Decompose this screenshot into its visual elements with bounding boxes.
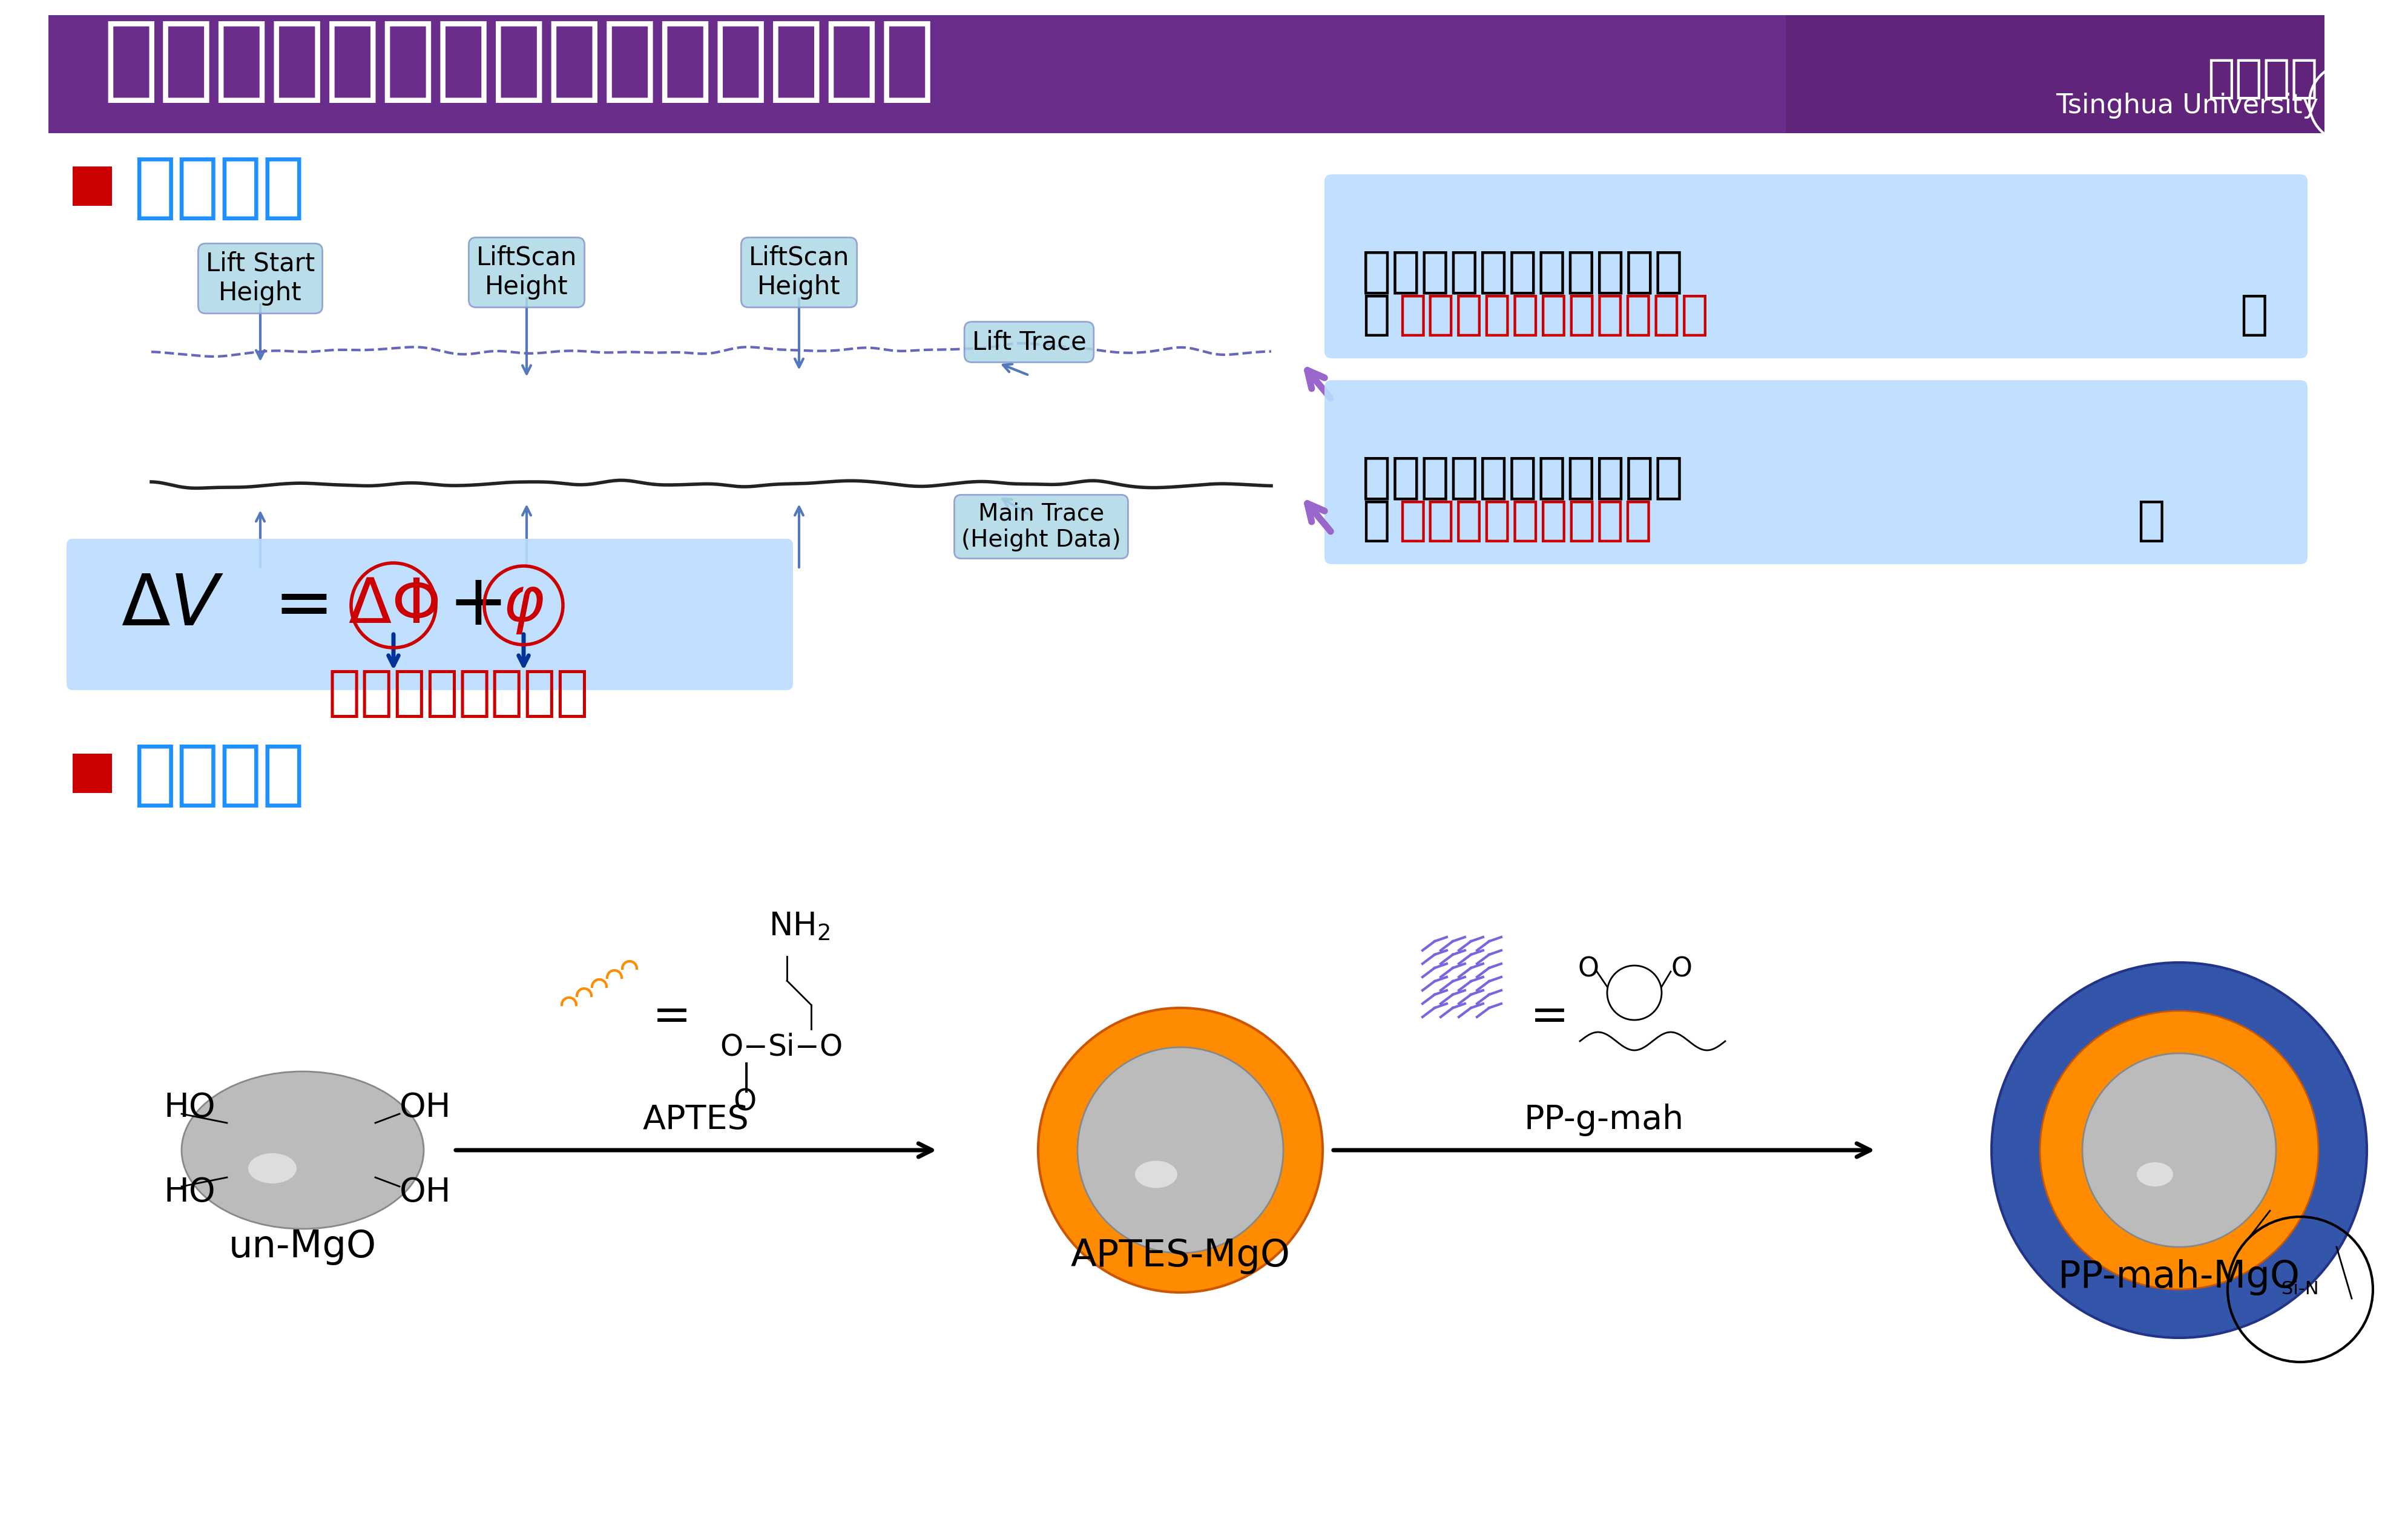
- Text: HO: HO: [165, 1092, 215, 1124]
- Text: APTES-MgO: APTES-MgO: [1071, 1238, 1290, 1274]
- Text: Lift Trace: Lift Trace: [971, 330, 1085, 354]
- Text: 加直流电压注入电荷: 加直流电压注入电荷: [1398, 497, 1653, 544]
- Ellipse shape: [248, 1153, 296, 1183]
- FancyBboxPatch shape: [1324, 380, 2306, 564]
- Text: 第二次扫描获得电势信息: 第二次扫描获得电势信息: [1362, 249, 1684, 296]
- Text: OH: OH: [398, 1092, 451, 1124]
- FancyBboxPatch shape: [72, 166, 112, 206]
- Text: =: =: [1529, 995, 1569, 1040]
- Circle shape: [2039, 1010, 2318, 1289]
- Text: =: =: [653, 995, 692, 1040]
- Ellipse shape: [2137, 1163, 2173, 1186]
- Circle shape: [1991, 962, 2366, 1338]
- Text: $\rm |$: $\rm |$: [742, 1061, 749, 1093]
- Circle shape: [1078, 1047, 1283, 1254]
- FancyBboxPatch shape: [67, 539, 792, 690]
- Text: APTES: APTES: [642, 1104, 749, 1137]
- Text: $\rm O{-}Si{-}O$: $\rm O{-}Si{-}O$: [720, 1033, 842, 1061]
- Text: HO: HO: [165, 1177, 215, 1209]
- Text: OH: OH: [398, 1177, 451, 1209]
- Text: PP-mah-MgO: PP-mah-MgO: [2058, 1260, 2299, 1295]
- Text: 界面微区电荷陷阱特性的原位测试: 界面微区电荷陷阱特性的原位测试: [103, 15, 935, 106]
- Text: PP-g-mah: PP-g-mah: [1524, 1104, 1684, 1137]
- Text: ⊙: ⊙: [2330, 83, 2366, 123]
- Text: 第一次扫描获得形貌信息: 第一次扫描获得形貌信息: [1362, 454, 1684, 502]
- Text: $+$: $+$: [448, 570, 501, 641]
- Text: Si-N: Si-N: [2280, 1281, 2318, 1298]
- Text: $\rm O$: $\rm O$: [1669, 955, 1691, 981]
- Text: 自由电荷: 自由电荷: [458, 667, 589, 719]
- Text: Lift Start
Height: Lift Start Height: [205, 251, 315, 306]
- Text: un-MgO: un-MgO: [229, 1229, 377, 1266]
- Text: ）: ）: [2137, 497, 2166, 544]
- Circle shape: [1037, 1007, 1321, 1292]
- Text: 清华大学: 清华大学: [2206, 57, 2318, 102]
- Text: 功函数差: 功函数差: [327, 667, 458, 719]
- Text: $\varphi$: $\varphi$: [503, 574, 544, 636]
- Text: 测试原理: 测试原理: [134, 152, 305, 222]
- Text: $\Delta\Phi$: $\Delta\Phi$: [348, 574, 439, 636]
- Text: $\Delta V$: $\Delta V$: [122, 571, 224, 639]
- FancyBboxPatch shape: [1324, 174, 2306, 359]
- Text: $\rm O$: $\rm O$: [1576, 955, 1598, 981]
- Text: （: （: [1362, 291, 1390, 337]
- Ellipse shape: [1135, 1161, 1178, 1187]
- Text: Main Trace
(Height Data): Main Trace (Height Data): [961, 502, 1121, 551]
- Text: 研究样品: 研究样品: [134, 741, 305, 810]
- Text: $\rm O$: $\rm O$: [732, 1087, 756, 1116]
- Text: LiftScan
Height: LiftScan Height: [749, 245, 849, 300]
- Circle shape: [2082, 1053, 2275, 1247]
- Text: ）: ）: [2240, 291, 2268, 337]
- FancyBboxPatch shape: [48, 15, 2323, 132]
- Text: 不加直流电压，避免极化: 不加直流电压，避免极化: [1398, 291, 1708, 337]
- Text: LiftScan
Height: LiftScan Height: [477, 245, 577, 300]
- Text: Tsinghua University: Tsinghua University: [2056, 92, 2318, 119]
- Text: （: （: [1362, 497, 1390, 544]
- FancyBboxPatch shape: [72, 753, 112, 793]
- Text: $=$: $=$: [260, 570, 327, 641]
- FancyBboxPatch shape: [1786, 15, 2323, 132]
- Ellipse shape: [181, 1072, 425, 1229]
- Text: $\rm NH_2$: $\rm NH_2$: [768, 910, 830, 942]
